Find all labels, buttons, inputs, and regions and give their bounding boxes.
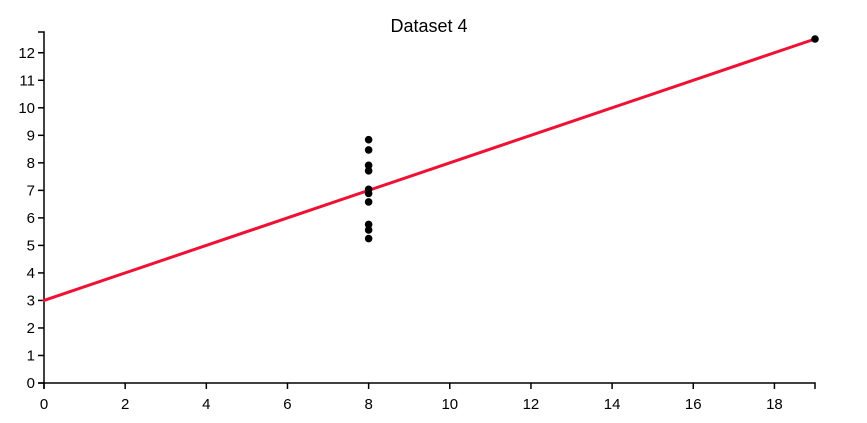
x-tick-label: 2 bbox=[121, 396, 129, 413]
data-point bbox=[811, 35, 819, 43]
y-tick-label: 4 bbox=[27, 265, 35, 282]
y-tick-label: 11 bbox=[19, 72, 35, 89]
x-tick-label: 12 bbox=[523, 396, 540, 413]
y-axis-line bbox=[38, 31, 45, 384]
y-tick-label: 3 bbox=[27, 292, 35, 309]
fit-line-layer bbox=[42, 37, 817, 302]
y-tick-label: 7 bbox=[27, 182, 35, 199]
x-tick-label: 6 bbox=[283, 396, 291, 413]
x-tick-label: 10 bbox=[441, 396, 458, 413]
x-tick-label: 0 bbox=[40, 396, 48, 413]
data-point bbox=[364, 135, 373, 144]
x-axis-line bbox=[43, 382, 816, 389]
y-tick-label: 6 bbox=[27, 210, 35, 227]
y-tick-label: 10 bbox=[18, 100, 35, 117]
data-point bbox=[364, 220, 373, 229]
y-tick-label: 12 bbox=[18, 45, 35, 62]
data-point bbox=[364, 226, 373, 234]
x-tick-label: 4 bbox=[202, 396, 210, 413]
y-tick-label: 2 bbox=[27, 320, 35, 337]
data-point bbox=[364, 234, 373, 243]
fit-line bbox=[42, 37, 817, 302]
y-tick-label: 9 bbox=[27, 127, 35, 144]
data-point bbox=[364, 161, 373, 170]
chart-title: Dataset 4 bbox=[390, 16, 467, 36]
data-point bbox=[364, 146, 373, 154]
data-point bbox=[364, 198, 373, 206]
y-tick-label: 0 bbox=[27, 375, 35, 392]
x-tick-label: 8 bbox=[364, 396, 372, 413]
data-point bbox=[364, 167, 373, 175]
x-tick-label: 16 bbox=[685, 396, 702, 413]
x-axis: 0 2 4 6 8 10 12 14 16 18 bbox=[40, 382, 816, 413]
points-layer bbox=[364, 35, 819, 243]
y-tick-label: 5 bbox=[27, 237, 35, 254]
x-tick-label: 18 bbox=[766, 396, 783, 413]
y-tick-label: 1 bbox=[27, 347, 35, 364]
x-tick-label: 14 bbox=[604, 396, 621, 413]
y-tick-label: 8 bbox=[27, 155, 35, 172]
data-point bbox=[364, 189, 373, 198]
